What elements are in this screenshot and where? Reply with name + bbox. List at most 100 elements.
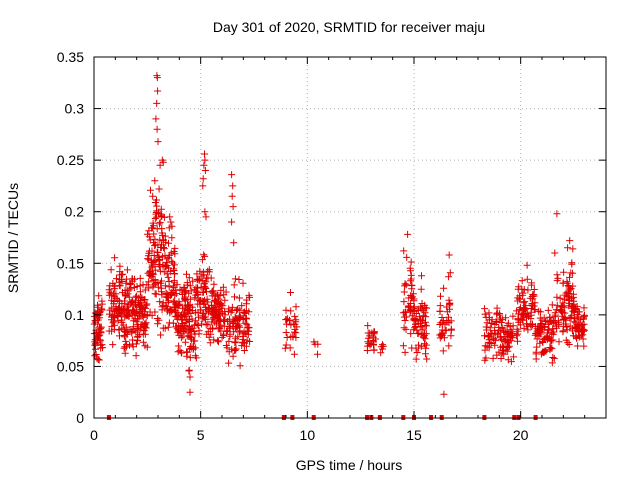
- data-point: [482, 354, 490, 362]
- data-point: [540, 348, 547, 356]
- data-point: [161, 232, 169, 240]
- data-point: [150, 230, 158, 238]
- data-point: [241, 319, 249, 327]
- data-point: [497, 355, 505, 362]
- data-point: [174, 326, 182, 334]
- data-point: [538, 324, 546, 332]
- gridlines: [94, 57, 606, 418]
- data-point: [220, 291, 228, 299]
- data-point: [526, 321, 534, 329]
- data-point: [447, 326, 455, 334]
- data-point: [125, 312, 133, 320]
- data-point: [416, 313, 424, 321]
- data-point: [221, 296, 229, 304]
- data-point: [570, 318, 578, 326]
- data-point: [229, 203, 237, 211]
- data-point: [156, 161, 164, 169]
- data-point: [533, 343, 541, 351]
- data-point: [185, 274, 193, 282]
- data-point: [163, 255, 171, 263]
- data-point: [283, 320, 291, 328]
- data-point: [200, 271, 208, 279]
- x-tick-label: 15: [406, 427, 422, 443]
- data-point: [162, 289, 170, 297]
- y-tick-label: 0: [76, 410, 84, 426]
- data-point: [170, 248, 178, 255]
- data-point: [153, 248, 161, 256]
- data-point: [145, 247, 153, 255]
- data-point: [201, 156, 209, 164]
- data-point: [538, 316, 546, 324]
- data-point: [154, 320, 162, 328]
- data-point: [164, 273, 172, 281]
- data-point: [128, 329, 136, 337]
- data-point: [571, 305, 579, 313]
- data-point: [192, 317, 200, 325]
- data-point: [569, 245, 577, 253]
- data-point: [184, 281, 192, 289]
- data-point: [158, 225, 166, 233]
- data-point: [201, 283, 209, 291]
- data-point: [407, 275, 415, 283]
- data-point: [421, 335, 429, 343]
- data-point: [579, 335, 587, 343]
- data-point: [209, 324, 217, 332]
- data-point: [571, 315, 579, 322]
- data-point: [290, 350, 298, 358]
- data-point: [98, 305, 105, 313]
- data-point: [407, 267, 415, 275]
- data-point: [141, 304, 149, 312]
- data-point: [121, 349, 129, 357]
- data-point: [202, 321, 210, 329]
- data-point: [174, 348, 182, 356]
- data-point: [194, 284, 201, 292]
- data-point: [486, 324, 494, 332]
- data-point: [242, 342, 250, 350]
- data-point: [445, 251, 453, 259]
- data-point: [225, 337, 233, 345]
- data-point: [168, 222, 176, 230]
- data-point: [205, 266, 213, 274]
- data-point: [580, 304, 588, 312]
- data-point: [527, 315, 535, 323]
- data-point: [99, 344, 106, 352]
- data-point: [172, 308, 180, 316]
- data-point: [209, 311, 217, 319]
- data-point: [560, 302, 568, 310]
- data-point: [148, 224, 156, 232]
- data-point: [579, 325, 587, 333]
- data-point: [210, 336, 218, 344]
- data-point: [239, 279, 247, 287]
- data-point: [422, 318, 429, 326]
- data-point: [489, 354, 497, 362]
- data-point: [186, 388, 194, 396]
- data-point: [144, 269, 152, 277]
- data-point: [157, 212, 165, 220]
- data-point: [569, 282, 577, 290]
- data-point: [400, 288, 408, 296]
- data-point: [418, 322, 426, 330]
- y-tick-label: 0.05: [57, 358, 84, 374]
- data-point: [402, 325, 410, 333]
- data-point: [559, 299, 567, 307]
- y-tick-label: 0.35: [57, 49, 84, 65]
- data-point: [418, 272, 425, 280]
- data-point: [436, 321, 444, 328]
- data-point: [121, 327, 129, 335]
- data-point: [122, 337, 130, 345]
- data-point: [181, 338, 189, 346]
- data-point: [370, 346, 378, 354]
- data-point: [219, 283, 227, 291]
- data-point: [234, 305, 242, 313]
- data-point: [149, 192, 157, 200]
- data-point: [539, 339, 547, 346]
- data-point: [123, 275, 131, 283]
- data-point: [488, 316, 496, 324]
- data-point: [151, 290, 159, 298]
- data-point: [146, 236, 154, 244]
- data-point: [170, 267, 178, 274]
- data-point: [166, 251, 174, 259]
- data-point: [233, 317, 241, 325]
- data-point: [200, 280, 208, 288]
- data-point: [200, 313, 208, 321]
